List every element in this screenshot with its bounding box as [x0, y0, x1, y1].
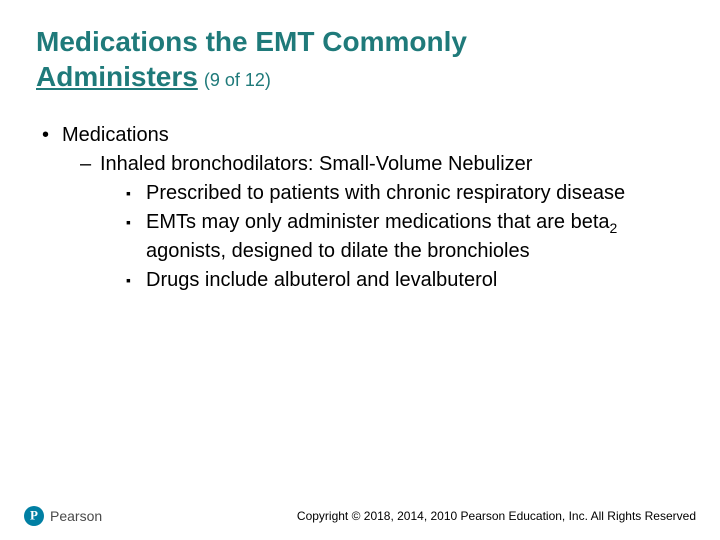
bullet-level-2: Inhaled bronchodilators: Small-Volume Ne… — [36, 151, 684, 178]
bullet-level-3: Drugs include albuterol and levalbuterol — [36, 267, 684, 294]
pearson-icon — [24, 506, 44, 526]
bullet-level-3: Prescribed to patients with chronic resp… — [36, 180, 684, 207]
footer: Pearson Copyright © 2018, 2014, 2010 Pea… — [0, 506, 720, 526]
brand-logo: Pearson — [24, 506, 102, 526]
bullet-level-3: EMTs may only administer medications tha… — [36, 209, 684, 265]
title-main-word: Administers — [36, 61, 198, 92]
bullet-text-pre: EMTs may only administer medications tha… — [146, 211, 610, 233]
slide-title: Medications the EMT Commonly Administers… — [36, 24, 684, 94]
slide: Medications the EMT Commonly Administers… — [0, 0, 720, 540]
title-line-1: Medications the EMT Commonly — [36, 24, 684, 59]
brand-name: Pearson — [50, 508, 102, 524]
bullet-text-post: agonists, designed to dilate the bronchi… — [146, 240, 530, 262]
title-subcount: (9 of 12) — [204, 70, 271, 90]
subscript: 2 — [610, 220, 618, 236]
copyright-text: Copyright © 2018, 2014, 2010 Pearson Edu… — [297, 509, 696, 523]
bullet-level-1: Medications — [36, 122, 684, 149]
slide-body: Medications Inhaled bronchodilators: Sma… — [36, 122, 684, 294]
title-line-2: Administers (9 of 12) — [36, 59, 684, 94]
